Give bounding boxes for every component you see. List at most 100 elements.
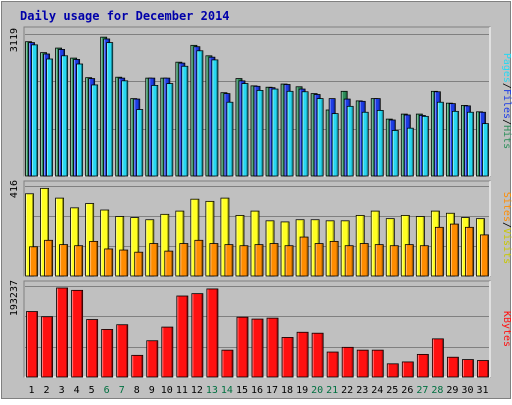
legend-sites-visits: Sites/Visits (501, 192, 512, 264)
bar-pages-day-27 (421, 115, 429, 177)
bar-kbytes-day-7 (116, 324, 129, 378)
x-tick-label: 29 (446, 385, 458, 396)
x-tick-label: 14 (221, 385, 233, 396)
bar-kbytes-day-22 (341, 346, 354, 378)
bar-kbytes-day-15 (236, 316, 249, 378)
bar-sites-day-20 (314, 243, 324, 277)
bar-pages-day-30 (467, 111, 474, 177)
bar-pages-day-22 (346, 105, 354, 177)
bar-pages-day-13 (211, 59, 219, 177)
bar-pages-day-12 (196, 50, 204, 177)
bar-pages-day-2 (46, 58, 53, 177)
bar-pages-day-8 (136, 109, 144, 177)
legend: Pages/Files/Hits Sites/Visits KBytes (501, 53, 512, 347)
bar-kbytes-day-28 (431, 338, 444, 378)
bar-sites-day-10 (164, 250, 174, 277)
bar-kbytes-day-9 (146, 340, 159, 378)
bar-sites-day-16 (254, 244, 264, 277)
bar-kbytes-day-25 (386, 363, 399, 378)
bar-kbytes-day-10 (161, 326, 174, 378)
bar-pages-day-18 (286, 90, 294, 177)
chart-inner-border (1, 1, 511, 399)
bar-pages-day-1 (31, 44, 38, 177)
panel-visits-sites (23, 180, 491, 277)
x-tick-label: 9 (149, 385, 155, 396)
x-tick-label: 19 (296, 385, 308, 396)
bar-sites-day-21 (329, 240, 339, 277)
x-axis-day-labels: 1 2 3 4 5 6 7 8 9 10 11 12 13 14 15 16 17 18 19 20 21 22 23 24 2… (29, 385, 489, 396)
bar-sites-day-9 (149, 243, 159, 277)
bar-sites-day-27 (419, 245, 429, 277)
bar-sites-day-3 (59, 244, 68, 277)
x-tick-label: 31 (476, 385, 488, 396)
x-tick-label: 11 (176, 385, 188, 396)
x-tick-label: 7 (119, 385, 125, 396)
bar-pages-day-9 (151, 85, 159, 177)
bar-pages-day-10 (166, 83, 174, 177)
bar-kbytes-day-1 (26, 311, 38, 378)
x-tick-label: 1 (29, 385, 35, 396)
bar-pages-day-15 (241, 83, 249, 177)
bar-sites-day-26 (404, 244, 414, 277)
bar-pages-day-11 (181, 65, 189, 177)
x-tick-label: 16 (251, 385, 263, 396)
bar-pages-day-20 (316, 98, 324, 177)
bar-pages-day-26 (406, 127, 414, 177)
bar-kbytes-day-27 (416, 353, 429, 378)
bar-sites-day-14 (224, 244, 234, 277)
bar-kbytes-day-5 (86, 319, 99, 378)
bar-kbytes-day-30 (462, 359, 474, 378)
y-max-label-hits-files-pages: 3119 (9, 28, 20, 52)
x-tick-label: 6 (104, 385, 110, 396)
x-tick-label: 17 (266, 385, 278, 396)
bar-pages-day-17 (271, 88, 279, 177)
bar-kbytes-day-16 (251, 318, 264, 378)
bar-kbytes-day-19 (296, 331, 309, 378)
bar-kbytes-day-31 (477, 360, 489, 378)
x-tick-label: 18 (281, 385, 293, 396)
bar-kbytes-day-18 (281, 337, 294, 378)
bar-pages-day-19 (301, 91, 309, 177)
bar-kbytes-day-3 (56, 287, 68, 378)
bar-kbytes-day-29 (447, 356, 459, 378)
bar-kbytes-day-14 (221, 349, 234, 378)
bar-kbytes-day-13 (206, 288, 219, 378)
bar-sites-day-22 (344, 245, 354, 277)
bar-kbytes-day-20 (311, 332, 324, 378)
bar-pages-day-6 (106, 42, 114, 177)
bar-kbytes-day-4 (71, 289, 84, 378)
legend-pages-files-hits: Pages/Files/Hits (501, 53, 512, 149)
bar-pages-day-25 (391, 130, 399, 177)
bar-sites-day-31 (480, 234, 489, 277)
bar-sites-day-5 (89, 240, 99, 277)
x-tick-label: 26 (401, 385, 413, 396)
x-tick-label: 28 (431, 385, 443, 396)
x-tick-label: 10 (161, 385, 173, 396)
y-max-label-visits-sites: 416 (9, 180, 20, 198)
x-tick-label: 24 (371, 385, 383, 396)
x-tick-label: 2 (44, 385, 50, 396)
panel-hits-files-pages (23, 26, 491, 177)
bar-pages-day-21 (331, 113, 339, 177)
x-tick-label: 5 (89, 385, 95, 396)
bar-kbytes-day-2 (41, 316, 53, 378)
x-tick-label: 8 (134, 385, 140, 396)
bar-pages-day-23 (361, 111, 369, 177)
x-tick-label: 27 (416, 385, 428, 396)
bar-kbytes-day-21 (326, 351, 339, 378)
bar-kbytes-day-26 (401, 361, 414, 378)
x-tick-label: 15 (236, 385, 248, 396)
bar-kbytes-day-6 (101, 329, 114, 378)
bar-kbytes-day-23 (356, 349, 369, 378)
bar-pages-day-7 (121, 80, 129, 177)
bar-sites-day-24 (374, 244, 384, 277)
bar-kbytes-day-24 (371, 349, 384, 378)
x-tick-label: 4 (74, 385, 80, 396)
bar-sites-day-17 (269, 243, 279, 277)
x-tick-label: 20 (311, 385, 323, 396)
x-tick-label: 23 (356, 385, 368, 396)
chart-title: Daily usage for December 2014 (20, 9, 230, 23)
bar-sites-day-6 (104, 248, 114, 277)
bar-sites-day-30 (465, 226, 474, 277)
bar-sites-day-29 (450, 223, 459, 277)
